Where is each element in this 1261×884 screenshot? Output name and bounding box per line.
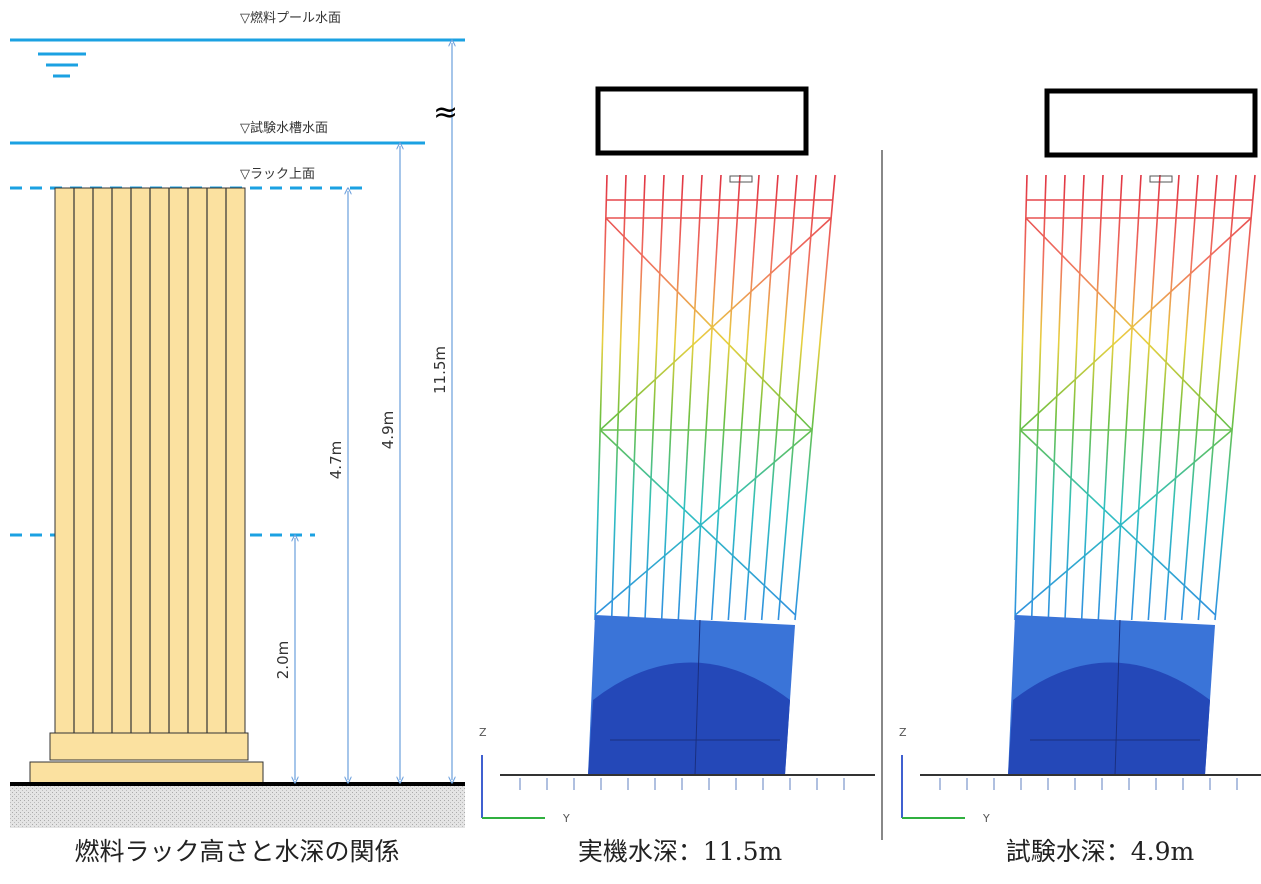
fem-brace (599, 429, 796, 616)
axis-label: Z (479, 726, 487, 739)
fem-column (1197, 174, 1237, 621)
rack-cells (73, 188, 227, 733)
rack-diagram: ▽燃料プール水面 ▽試験水槽水面 ▽ラック上面 ≈ 2.0m 4.7m 4.9m… (10, 10, 465, 866)
fem-column (694, 174, 722, 621)
fem-column (1030, 174, 1047, 621)
fem-brace (1019, 429, 1216, 616)
fem-column (744, 174, 779, 621)
fem-column (1064, 174, 1085, 621)
fem-brace (605, 217, 813, 431)
axis-label: Y (982, 812, 990, 825)
caption: 試験水深：4.9m (1006, 837, 1195, 866)
fem-head (729, 175, 753, 183)
fem-panel: 実機水深：11.5m Z Y (479, 86, 875, 866)
fem-column (1097, 174, 1123, 621)
fem-brace (1025, 217, 1233, 431)
dimension-label: 2.0m (274, 641, 292, 679)
dimension-label: 4.7m (327, 441, 345, 479)
mask-box (1044, 88, 1258, 158)
rack-foot (29, 761, 264, 784)
fem-column (1164, 174, 1199, 621)
fem-column (1214, 174, 1256, 621)
rack-top-label: ▽ラック上面 (240, 167, 315, 182)
fem-panel: 試験水深：4.9m Z Y (899, 88, 1261, 866)
fem-inner (694, 619, 701, 776)
fem-column (794, 174, 836, 621)
fem-dome (1008, 662, 1210, 775)
fem-head (1149, 175, 1173, 183)
mask-box (595, 86, 809, 156)
fem-column (1080, 174, 1104, 621)
water-symbol (38, 52, 86, 78)
fem-column (660, 174, 684, 621)
caption: 燃料ラック高さと水深の関係 (74, 837, 399, 866)
fem-dome (588, 662, 790, 775)
fem-column (1014, 174, 1028, 621)
fem-brace (1014, 429, 1233, 616)
fem-column (1114, 174, 1142, 621)
dimension-label: 11.5m (431, 346, 449, 394)
fem-column (644, 174, 665, 621)
dimension-label: 4.9m (379, 411, 397, 449)
fem-column (1180, 174, 1218, 621)
fem-column (760, 174, 798, 621)
break-mark: ≈ (433, 95, 458, 130)
pool-surface-label: ▽燃料プール水面 (240, 10, 341, 26)
rack-base (49, 732, 249, 761)
ground (10, 785, 465, 828)
fem-inner (1114, 619, 1121, 776)
fem-column (610, 174, 627, 621)
fem-column (710, 174, 741, 621)
fem-column (727, 174, 760, 621)
fem-brace (1019, 217, 1252, 431)
tank-surface-label: ▽試験水槽水面 (240, 120, 328, 136)
fem-frame (594, 174, 836, 621)
fem-column (1130, 174, 1161, 621)
fem-column (594, 174, 608, 621)
axis-label: Z (899, 726, 907, 739)
fem-column (677, 174, 703, 621)
fem-frame (1014, 174, 1256, 621)
fem-brace (599, 217, 832, 431)
axis-label: Y (562, 812, 570, 825)
fem-brace (594, 429, 813, 616)
fem-column (777, 174, 817, 621)
fem-column (1147, 174, 1180, 621)
caption: 実機水深：11.5m (578, 837, 783, 866)
dimension-lines (295, 43, 452, 780)
